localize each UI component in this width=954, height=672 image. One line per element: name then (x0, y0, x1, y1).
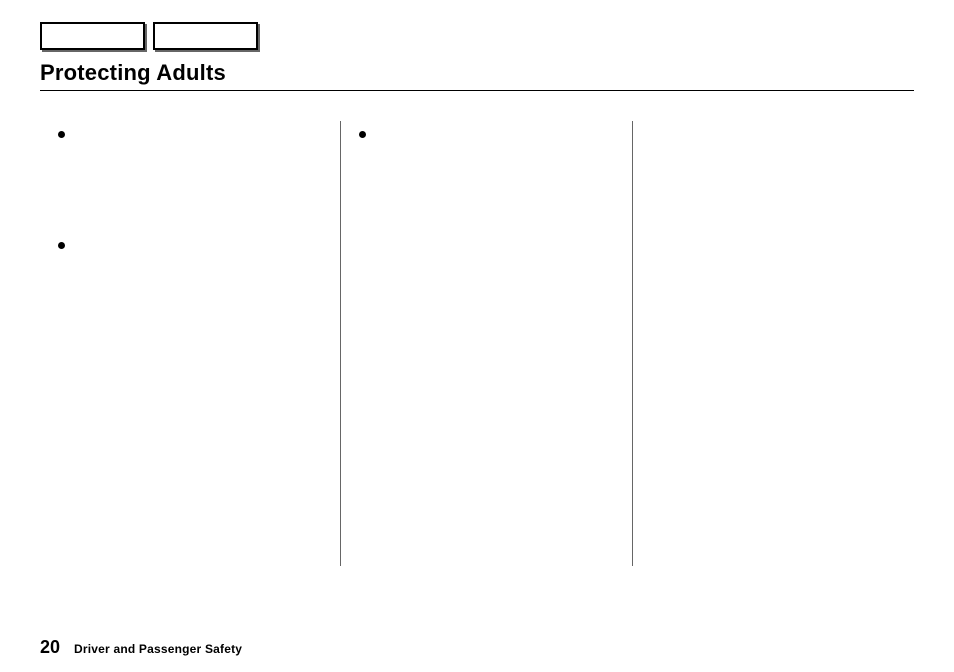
page-footer: 20 Driver and Passenger Safety (40, 637, 242, 658)
nav-button-2[interactable] (153, 22, 258, 50)
list-item (58, 127, 322, 138)
page-title: Protecting Adults (40, 60, 914, 86)
column-1 (40, 121, 340, 566)
nav-button-1[interactable] (40, 22, 145, 50)
bullet-icon (58, 131, 65, 138)
list-item (58, 238, 322, 249)
footer-section-label: Driver and Passenger Safety (74, 642, 242, 656)
page-number: 20 (40, 637, 60, 658)
content-columns (40, 121, 914, 566)
column-3 (632, 121, 914, 566)
bullet-icon (359, 131, 366, 138)
top-button-row (40, 22, 914, 50)
title-rule (40, 90, 914, 91)
list-item (359, 127, 614, 138)
column-2 (340, 121, 632, 566)
bullet-icon (58, 242, 65, 249)
